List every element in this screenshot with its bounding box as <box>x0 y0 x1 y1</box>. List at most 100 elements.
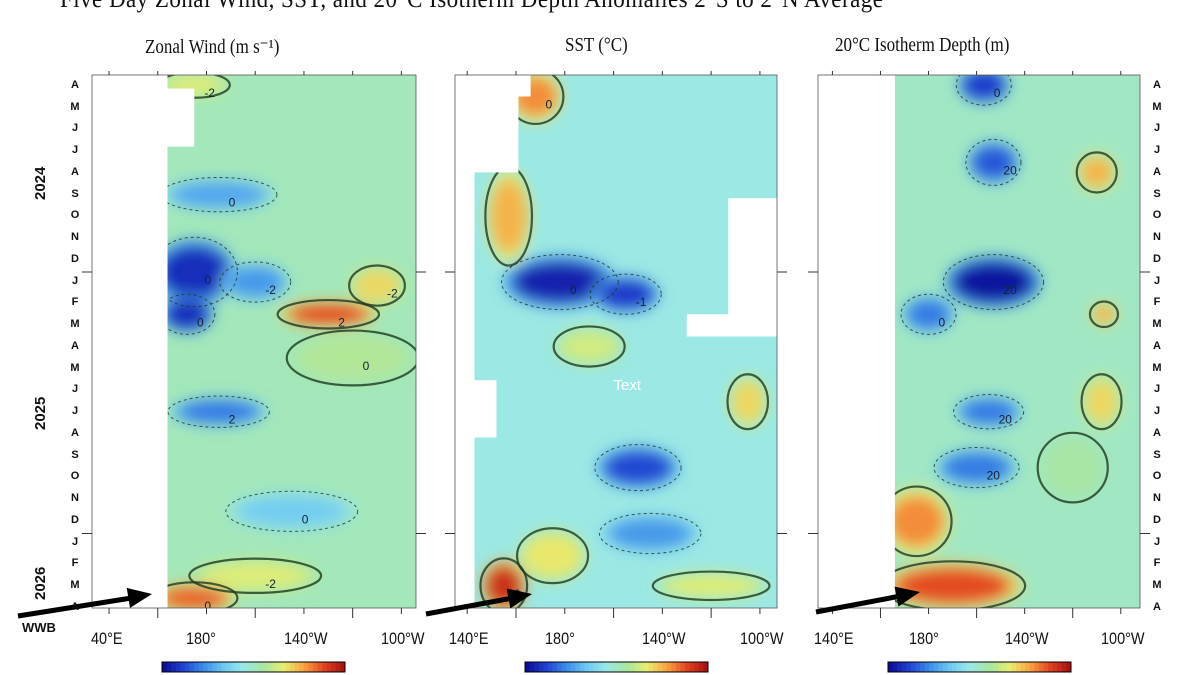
month-label: D <box>71 513 79 526</box>
colorbar-cell <box>671 662 677 672</box>
month-label: S <box>71 448 79 461</box>
contour-label: -2 <box>265 283 276 297</box>
colorbar-cell <box>290 662 296 672</box>
colorbar-cell <box>534 662 540 672</box>
colorbar-cell <box>308 662 314 672</box>
colorbar-cell <box>171 662 177 672</box>
anomaly-blob <box>287 303 369 325</box>
month-label: F <box>71 296 79 309</box>
colorbar-cell <box>207 662 213 672</box>
anomaly-blob <box>888 495 945 548</box>
month-label: J <box>1153 383 1161 396</box>
colorbar-cell <box>888 662 894 672</box>
month-label: M <box>1152 100 1162 113</box>
colorbar-cell <box>1057 662 1063 672</box>
colorbar-cell <box>198 662 204 672</box>
contour-label: 20 <box>1003 163 1017 177</box>
contour-label: 0 <box>939 315 946 329</box>
colorbar-cell <box>285 662 291 672</box>
contour-line <box>552 325 626 368</box>
anomaly-blob <box>1044 441 1101 494</box>
colorbar-cell <box>616 662 622 672</box>
colorbar-cell <box>685 662 691 672</box>
colorbar-cell <box>212 662 218 672</box>
annotation-text: Text <box>614 377 642 394</box>
colorbar-cell <box>239 662 245 672</box>
colorbar-cell <box>956 662 962 672</box>
colorbar-cell <box>602 662 608 672</box>
contour-line <box>219 261 292 303</box>
panel-frame <box>454 74 778 609</box>
x-tick-label: 100°W <box>1100 629 1145 648</box>
month-label: D <box>1153 252 1161 265</box>
colorbar-cell <box>1038 662 1045 672</box>
contour-line <box>479 557 529 608</box>
month-label: J <box>71 535 79 548</box>
contour-line <box>158 293 216 335</box>
figure-title: Five Day Zonal Wind, SST, and 20°C Isoth… <box>60 0 883 14</box>
contour-line <box>1036 431 1109 504</box>
colorbar-cell <box>529 662 535 672</box>
month-label: D <box>71 252 79 265</box>
contour-line <box>188 557 323 595</box>
contour-line <box>651 570 771 602</box>
anomaly-blob <box>239 496 345 527</box>
contour-label: 0 <box>204 599 211 613</box>
month-label: J <box>1153 122 1161 135</box>
colorbar-cell <box>961 662 967 672</box>
colorbar-cell <box>607 662 613 672</box>
month-label: A <box>71 78 79 91</box>
month-label: O <box>70 209 80 222</box>
month-label: J <box>1153 274 1161 287</box>
colorbar-cell <box>694 662 700 672</box>
colorbar-cell <box>203 662 209 672</box>
anomaly-blob <box>1085 381 1118 422</box>
month-label: S <box>71 187 79 200</box>
month-label: M <box>70 318 80 331</box>
contour-label: 0 <box>546 97 553 111</box>
colorbar-cell <box>942 662 948 672</box>
colorbar-cell <box>621 662 627 672</box>
colorbar-cell <box>276 662 282 672</box>
colorbar-cell <box>1011 662 1017 672</box>
colorbar-frame <box>887 661 1072 673</box>
panel-frame <box>817 74 1141 609</box>
contour-line <box>965 138 1022 186</box>
month-label: A <box>1153 426 1161 439</box>
colorbar-cell <box>974 662 980 672</box>
contour-label: 0 <box>229 196 236 210</box>
colorbar-cell <box>547 662 553 672</box>
colorbar-cell <box>194 662 200 672</box>
colorbar-cell <box>184 662 190 672</box>
month-label: F <box>1153 296 1161 309</box>
x-tick-label: 140°W <box>1004 629 1049 648</box>
month-label: S <box>1153 448 1161 461</box>
month-label: J <box>71 274 79 287</box>
month-label: S <box>1153 187 1161 200</box>
colorbar-cell <box>331 662 337 672</box>
month-label: N <box>71 492 79 505</box>
anomaly-blob <box>178 400 260 424</box>
colorbar-cell <box>271 662 277 672</box>
colorbar-cell <box>915 662 921 672</box>
month-label: A <box>1153 601 1161 613</box>
month-label: M <box>1152 361 1162 374</box>
x-tick-label: 140°E <box>814 629 854 648</box>
colorbar-cell <box>543 662 549 672</box>
panel-0: 0 0 -2 2 -2 0 2 0 -2 -2 0 0 <box>92 75 416 613</box>
month-label: N <box>1153 492 1161 505</box>
contour-line <box>1088 300 1120 329</box>
colorbar-cell <box>180 662 186 672</box>
anomaly-blob <box>524 535 581 577</box>
colorbar-cell <box>643 662 650 672</box>
anomaly-blob <box>731 381 764 422</box>
anomaly-blob <box>603 450 673 485</box>
contour-line <box>953 394 1025 430</box>
colorbar-cell <box>584 662 590 672</box>
missing-data-region <box>728 198 777 337</box>
colorbar-cell <box>579 662 585 672</box>
colorbar-cell <box>1020 662 1026 672</box>
colorbar-cell <box>920 662 926 672</box>
colorbar-cell <box>235 662 241 672</box>
contour-line <box>276 298 381 330</box>
